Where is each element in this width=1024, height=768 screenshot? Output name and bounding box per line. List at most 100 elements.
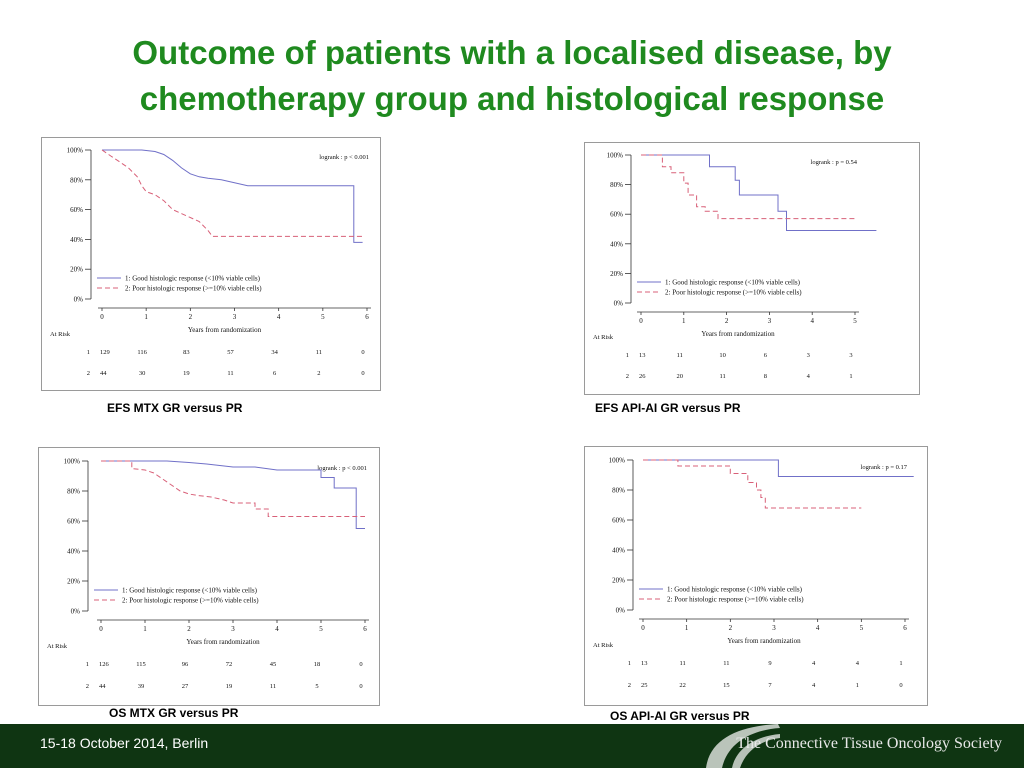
x-tick-label: 6 [363, 625, 367, 633]
y-tick-label: 60% [610, 211, 623, 219]
at-risk-count: 30 [139, 370, 146, 377]
x-tick-label: 5 [319, 625, 323, 633]
at-risk-group: 1 [86, 661, 89, 668]
y-tick-label: 100% [67, 147, 84, 155]
x-tick-label: 4 [816, 624, 820, 632]
at-risk-count: 26 [639, 373, 646, 380]
chart-svg-os-api: 0% 20% 40% 60% 80% 100% 0 1 2 3 4 5 6 Years from rand… [593, 457, 914, 689]
x-tick-label: 2 [725, 317, 729, 325]
at-risk-count: 44 [99, 683, 106, 690]
at-risk-count: 72 [226, 661, 233, 668]
y-tick-label: 0% [616, 607, 626, 615]
at-risk-group: 2 [86, 683, 89, 690]
y-tick-label: 80% [70, 176, 83, 184]
x-tick-label: 2 [729, 624, 733, 632]
at-risk-label: At Risk [50, 331, 71, 338]
at-risk-group: 1 [628, 660, 631, 667]
y-tick-label: 20% [67, 578, 80, 586]
legend-label: 2: Poor histologic response (>=10% viabl… [665, 289, 802, 297]
at-risk-group: 2 [626, 373, 629, 380]
at-risk-count: 0 [361, 370, 364, 377]
at-risk-label: At Risk [593, 642, 614, 649]
at-risk-count: 27 [182, 683, 189, 690]
y-tick-label: 20% [612, 577, 625, 585]
legend-box [92, 583, 292, 607]
y-tick-label: 80% [67, 488, 80, 496]
at-risk-count: 45 [270, 661, 277, 668]
at-risk-count: 18 [314, 661, 321, 668]
at-risk-count: 22 [679, 682, 686, 689]
x-tick-label: 3 [772, 624, 776, 632]
at-risk-count: 11 [680, 660, 686, 667]
y-tick-label: 0% [74, 296, 84, 304]
x-tick-label: 0 [99, 625, 103, 633]
at-risk-count: 7 [768, 682, 772, 689]
at-risk-count: 126 [99, 661, 110, 668]
x-tick-label: 1 [685, 624, 689, 632]
at-risk-count: 4 [807, 373, 811, 380]
caption-os-api: OS API-AI GR versus PR [610, 709, 750, 723]
at-risk-count: 4 [812, 682, 816, 689]
footer-society-name: The Connective Tissue Oncology Society [736, 735, 1002, 752]
chart-svg-efs-api: 0% 20% 40% 60% 80% 100% 0 1 2 3 4 5 Years from rando… [593, 152, 877, 380]
x-tick-label: 5 [321, 313, 325, 321]
at-risk-group: 1 [87, 349, 90, 356]
x-axis-label: Years from randomization [701, 330, 775, 338]
x-tick-label: 2 [189, 313, 193, 321]
series-line-good-response [643, 459, 914, 477]
legend-label: 1: Good histologic response (<10% viable… [665, 279, 801, 287]
at-risk-count: 11 [719, 373, 725, 380]
logrank-annotation: logrank : p = 0.17 [861, 464, 908, 471]
x-tick-label: 1 [144, 313, 148, 321]
at-risk-count: 11 [270, 683, 276, 690]
y-tick-label: 100% [64, 458, 81, 466]
at-risk-count: 96 [182, 661, 189, 668]
x-axis-label: Years from randomization [186, 638, 260, 646]
at-risk-count: 0 [359, 683, 362, 690]
at-risk-count: 34 [271, 349, 278, 356]
footer-date: 15-18 October 2014, Berlin [40, 735, 209, 751]
at-risk-label: At Risk [593, 334, 614, 341]
at-risk-count: 9 [768, 660, 771, 667]
at-risk-count: 4 [856, 660, 860, 667]
x-tick-label: 5 [853, 317, 857, 325]
at-risk-count: 83 [183, 349, 190, 356]
legend-label: 1: Good histologic response (<10% viable… [122, 587, 258, 595]
at-risk-count: 25 [641, 682, 648, 689]
legend-box [637, 582, 837, 606]
x-tick-label: 6 [365, 313, 369, 321]
at-risk-count: 0 [361, 349, 364, 356]
km-chart-efs-api: 0% 20% 40% 60% 80% 100% 0 1 2 3 4 5 Years from rando… [584, 142, 920, 395]
at-risk-count: 19 [183, 370, 190, 377]
series-line-poor-response [101, 460, 365, 517]
x-tick-label: 0 [641, 624, 645, 632]
y-tick-label: 0% [614, 300, 624, 308]
y-tick-label: 60% [70, 206, 83, 214]
y-tick-label: 100% [609, 457, 626, 465]
logrank-annotation: logrank : p < 0.001 [317, 465, 367, 472]
x-axis-label: Years from randomization [727, 637, 801, 645]
x-tick-label: 0 [639, 317, 643, 325]
x-tick-label: 4 [275, 625, 279, 633]
series-line-poor-response [643, 459, 862, 509]
x-tick-label: 4 [277, 313, 281, 321]
at-risk-count: 129 [100, 349, 110, 356]
legend-label: 1: Good histologic response (<10% viable… [667, 586, 803, 594]
legend-box [635, 275, 835, 299]
at-risk-count: 1 [849, 373, 852, 380]
y-tick-label: 40% [67, 548, 80, 556]
x-tick-label: 3 [233, 313, 237, 321]
legend-label: 2: Poor histologic response (>=10% viabl… [125, 285, 262, 293]
at-risk-count: 11 [677, 352, 683, 359]
at-risk-count: 11 [227, 370, 233, 377]
at-risk-label: At Risk [47, 643, 68, 650]
at-risk-count: 20 [677, 373, 684, 380]
at-risk-count: 8 [764, 373, 767, 380]
series-line-poor-response [641, 154, 855, 220]
legend-label: 1: Good histologic response (<10% viable… [125, 275, 261, 283]
y-tick-label: 80% [612, 487, 625, 495]
x-tick-label: 4 [810, 317, 814, 325]
y-tick-label: 0% [71, 608, 81, 616]
